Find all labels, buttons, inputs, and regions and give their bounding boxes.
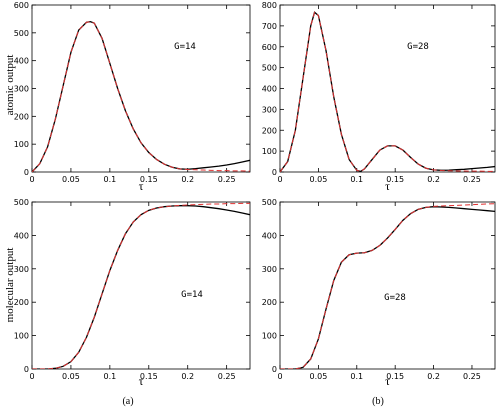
x-tick-label: 0.15 — [140, 372, 158, 381]
y-tick-label: 100 — [14, 140, 29, 149]
series-line-solid — [32, 21, 250, 172]
x-tick-label: 0.05 — [62, 372, 80, 381]
panel-label-b: (b) — [372, 396, 384, 407]
x-tick-label: 0.05 — [309, 372, 327, 381]
series-line-solid — [280, 206, 495, 369]
x-tick-label: 0.05 — [309, 175, 327, 184]
x-tick-label: 0.2 — [427, 372, 440, 381]
chart-top-right: 0 0.05 0.1 0.15 0.2 0.25 0 100 200 300 400 500 600 70… — [262, 1, 496, 193]
series-line-dashed — [280, 11, 495, 172]
plot-frame — [31, 4, 251, 173]
annotation-g-value: G=28 — [384, 293, 406, 303]
y-tick-label: 500 — [14, 198, 29, 207]
x-axis-label: τ — [385, 179, 390, 193]
x-tick-label: 0.25 — [218, 372, 236, 381]
y-tick-label: 200 — [14, 298, 29, 307]
annotation-g-value: G=28 — [407, 42, 429, 52]
x-tick-label: 0.2 — [181, 175, 194, 184]
y-tick-label: 100 — [262, 332, 277, 341]
y-tick-label: 300 — [14, 85, 29, 94]
x-tick-label: 0.25 — [218, 175, 236, 184]
x-tick-label: 0.15 — [140, 175, 158, 184]
panel-label-a: (a) — [122, 396, 133, 407]
y-tick-label: 300 — [262, 265, 277, 274]
series-line-dashed — [280, 203, 495, 369]
y-tick-label: 100 — [262, 147, 277, 156]
x-tick-label: 0.25 — [463, 372, 481, 381]
x-tick-label: 0.1 — [350, 175, 363, 184]
y-tick-label: 200 — [262, 126, 277, 135]
x-tick-label: 0 — [29, 372, 34, 381]
series-line-dashed — [32, 21, 250, 172]
y-tick-label: 400 — [14, 231, 29, 240]
x-tick-label: 0.1 — [350, 372, 363, 381]
x-tick-label: 0.15 — [386, 372, 404, 381]
x-tick-label: 0 — [29, 175, 34, 184]
series-line-dashed — [32, 202, 250, 369]
x-tick-label: 0.2 — [427, 175, 440, 184]
x-tick-label: 0.15 — [386, 175, 404, 184]
x-tick-label: 0 — [277, 175, 282, 184]
y-tick-label: 500 — [14, 29, 29, 38]
y-tick-label: 300 — [262, 105, 277, 114]
x-tick-label: 0.05 — [62, 175, 80, 184]
y-tick-label: 0 — [24, 365, 29, 374]
x-axis-label: τ — [139, 179, 144, 193]
y-tick-label: 200 — [14, 112, 29, 121]
y-tick-label: 400 — [262, 231, 277, 240]
y-tick-label: 300 — [14, 265, 29, 274]
plot-frame — [279, 201, 496, 370]
y-tick-label: 500 — [262, 64, 277, 73]
series-line-solid — [280, 11, 495, 172]
chart-top-left: 0 0.05 0.1 0.15 0.2 0.25 0 100 200 300 400 500 600 τ G… — [14, 1, 251, 193]
x-tick-label: 0 — [277, 372, 282, 381]
annotation-g-value: G=14 — [181, 290, 203, 300]
y-tick-label: 600 — [262, 43, 277, 52]
y-tick-label: 100 — [14, 332, 29, 341]
y-tick-label: 400 — [14, 57, 29, 66]
chart-bottom-left: 0 0.05 0.1 0.15 0.2 0.25 0 100 200 300 400 500 τ G=14 — [14, 198, 251, 388]
y-tick-label: 0 — [24, 168, 29, 177]
chart-bottom-right: 0 0.05 0.1 0.15 0.2 0.25 0 100 200 300 400 500 τ G=28 — [262, 198, 496, 388]
y-tick-label: 0 — [272, 168, 277, 177]
y-tick-label: 800 — [262, 1, 277, 10]
x-axis-label: τ — [385, 374, 390, 388]
y-tick-label: 500 — [262, 198, 277, 207]
y-tick-label: 600 — [14, 1, 29, 10]
plot-frame — [31, 201, 251, 370]
series-line-solid — [32, 205, 250, 369]
y-tick-label: 400 — [262, 85, 277, 94]
y-tick-label: 700 — [262, 22, 277, 31]
x-tick-label: 0.1 — [103, 372, 116, 381]
x-tick-label: 0.25 — [463, 175, 481, 184]
x-tick-label: 0.1 — [103, 175, 116, 184]
ylabel-atomic: atomic output — [4, 55, 16, 116]
plot-frame — [279, 4, 496, 173]
ylabel-molecular: molecular output — [4, 248, 16, 323]
x-axis-label: τ — [139, 374, 144, 388]
y-tick-label: 200 — [262, 298, 277, 307]
y-tick-label: 0 — [272, 365, 277, 374]
x-tick-label: 0.2 — [181, 372, 194, 381]
annotation-g-value: G=14 — [174, 42, 196, 52]
